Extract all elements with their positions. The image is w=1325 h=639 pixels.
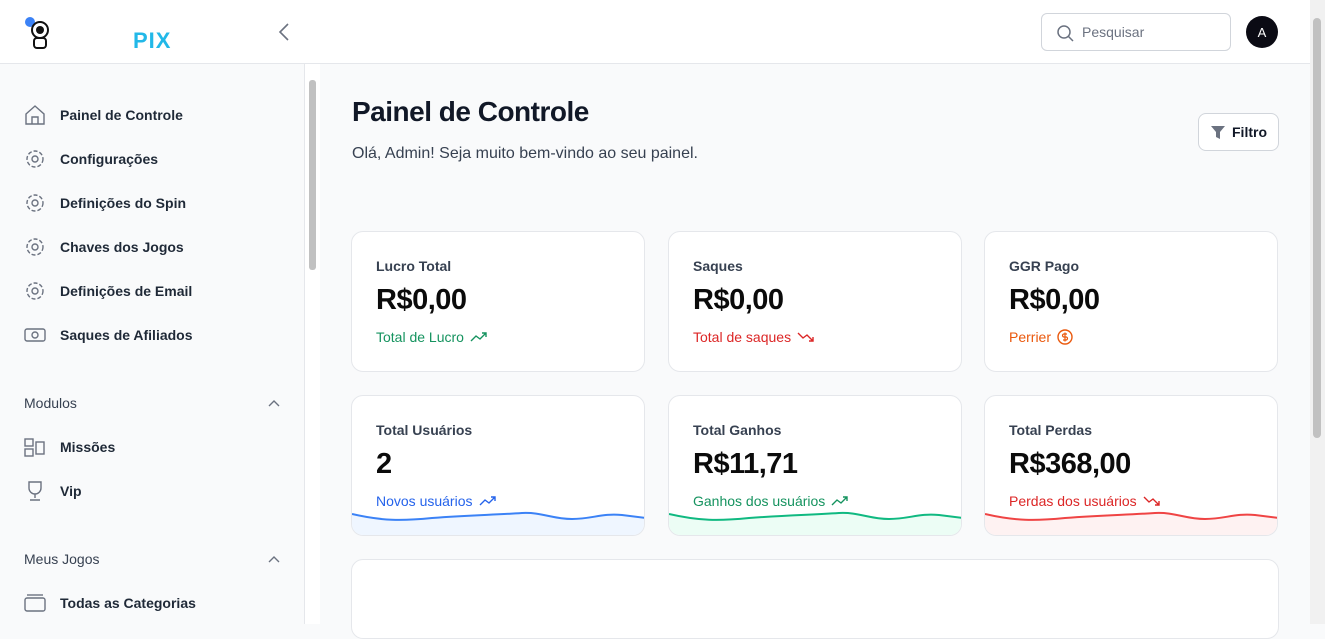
search-icon [1057, 25, 1074, 42]
nav-label: Chaves dos Jogos [60, 239, 184, 255]
search-placeholder: Pesquisar [1082, 24, 1145, 40]
card-label: Total Usuários [376, 422, 473, 438]
trend-down [797, 332, 814, 342]
sparkline [985, 511, 1277, 535]
note-text: Perrier [1009, 329, 1052, 345]
nav-label: Definições do Spin [60, 195, 187, 211]
card-note: Total de Lucro [376, 329, 488, 345]
card-note: Novos usuários [376, 493, 497, 509]
page-subtitle: Olá, Admin! Seja muito bem-vindo ao seu … [352, 145, 698, 162]
card-note: Perrier [1009, 329, 1073, 345]
stat-card: Total Usuários 2 Novos usuários [351, 395, 645, 536]
note-text: Perdas dos usuários [1009, 493, 1137, 509]
filter-icon [1211, 126, 1225, 139]
nav-label: Todas as Categorias [60, 595, 196, 611]
main-scroll-thumb[interactable] [1313, 18, 1321, 438]
card-note: Total de saques [693, 329, 815, 345]
card-label: Total Ganhos [693, 422, 782, 438]
filter-button[interactable]: Filtro [1198, 113, 1279, 151]
brand: PIX [133, 28, 172, 53]
nav-item[interactable]: Definições de Email [24, 279, 192, 303]
card-value: R$11,71 [693, 448, 798, 480]
avatar[interactable]: A [1246, 16, 1278, 48]
gear-icon [26, 238, 44, 256]
nav-item[interactable]: Painel de Controle [24, 103, 183, 127]
section-header[interactable]: Meus Jogos [24, 551, 280, 567]
nav-label: Painel de Controle [60, 107, 183, 123]
note-text: Total de Lucro [376, 329, 464, 345]
gear-icon [26, 282, 44, 300]
sparkline [669, 511, 961, 535]
card-label: Total Perdas [1009, 422, 1092, 438]
stat-card: Saques R$0,00 Total de saques [668, 231, 962, 372]
gear-icon [26, 150, 44, 168]
home-icon [25, 105, 45, 125]
stat-card: Total Ganhos R$11,71 Ganhos dos usuários [668, 395, 962, 536]
trend-up [470, 332, 487, 342]
gear-icon [26, 194, 44, 212]
chevron-up [268, 400, 280, 407]
nav-item[interactable]: Configurações [24, 147, 158, 171]
card-value: R$0,00 [1009, 284, 1100, 316]
sidebar-scrollbar [305, 64, 320, 624]
folder-icon [24, 594, 46, 612]
card-note: Ganhos dos usuários [693, 493, 849, 509]
section-title: Meus Jogos [24, 551, 100, 567]
cash-icon [24, 328, 46, 342]
nav-label: Saques de Afiliados [60, 327, 193, 343]
card-value: 2 [376, 448, 392, 480]
stat-card: GGR Pago R$0,00 Perrier [984, 231, 1278, 372]
card-value: R$368,00 [1009, 448, 1131, 480]
stat-card: Total Perdas R$368,00 Perdas dos usuários [984, 395, 1278, 536]
section-header[interactable]: Modulos [24, 395, 280, 411]
trophy-icon [28, 481, 42, 501]
trend-up [479, 496, 496, 506]
card-note: Perdas dos usuários [1009, 493, 1161, 509]
filter-label: Filtro [1232, 124, 1267, 140]
chevron-up [268, 556, 280, 563]
nav-label: Missões [60, 439, 116, 455]
note-text: Total de saques [693, 329, 792, 345]
nav-item[interactable]: Missões [24, 435, 115, 459]
note-text: Novos usuários [376, 493, 473, 509]
nav-label: Vip [60, 483, 82, 499]
nav-item[interactable]: Saques de Afiliados [24, 323, 193, 347]
nav-item[interactable]: Vip [24, 479, 82, 503]
nav-label: Definições de Email [60, 283, 193, 299]
sidebar-scroll-thumb[interactable] [309, 80, 316, 270]
note-text: Ganhos dos usuários [693, 493, 826, 509]
topbar: PIX Pesquisar A [0, 0, 1310, 64]
trend-down [1143, 496, 1160, 506]
search-box[interactable]: Pesquisar [1041, 13, 1231, 51]
card-label: GGR Pago [1009, 258, 1080, 274]
card-value: R$0,00 [376, 284, 467, 316]
section-title: Modulos [24, 395, 77, 411]
card-value: R$0,00 [693, 284, 784, 316]
nav-item[interactable]: Chaves dos Jogos [24, 235, 184, 259]
nav-item[interactable]: Definições do Spin [24, 191, 186, 215]
grid-icon [24, 438, 45, 457]
chart-panel [351, 559, 1279, 639]
trend-up [831, 496, 849, 506]
sidebar [0, 64, 305, 624]
nav-item[interactable]: Todas as Categorias [24, 591, 196, 615]
logo-icon [25, 17, 49, 49]
card-label: Saques [693, 258, 743, 274]
coin-icon [1057, 329, 1073, 345]
page-title: Painel de Controle [352, 96, 589, 127]
stat-card: Lucro Total R$0,00 Total de Lucro [351, 231, 645, 372]
card-label: Lucro Total [376, 258, 452, 274]
nav-label: Configurações [60, 151, 159, 167]
sparkline [352, 511, 644, 535]
collapse-button[interactable] [276, 22, 292, 42]
